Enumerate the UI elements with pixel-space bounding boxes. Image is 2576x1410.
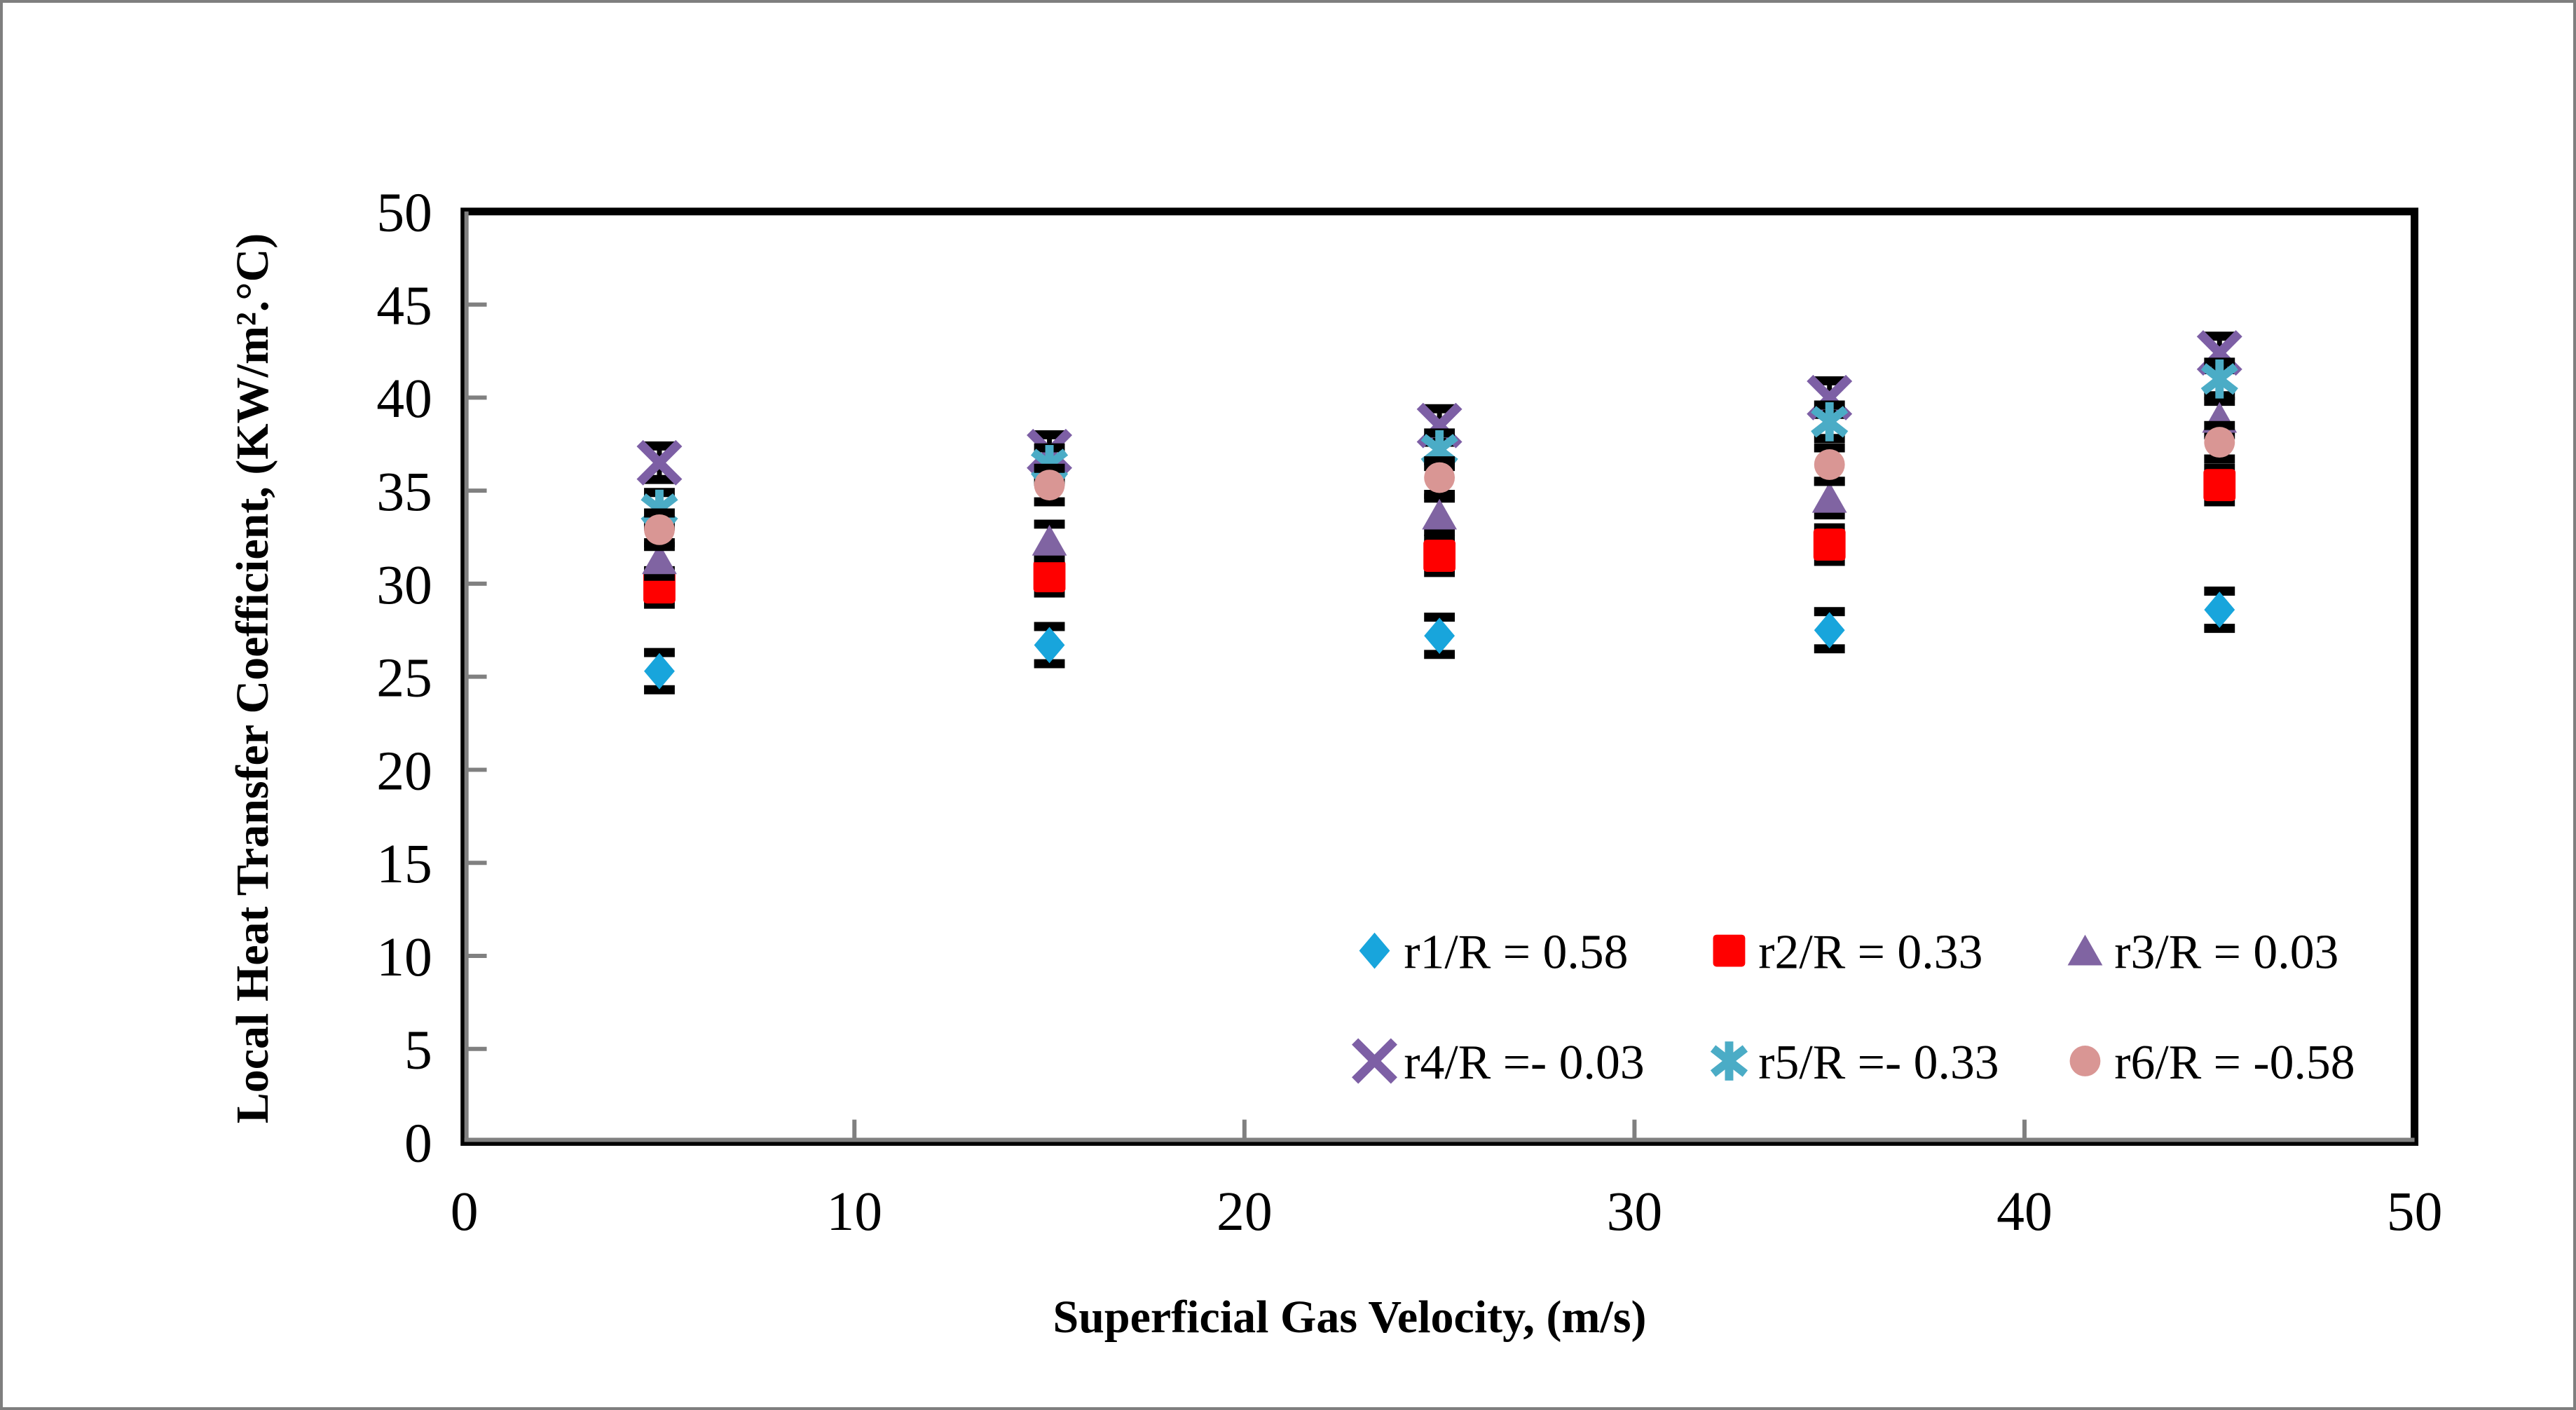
- asterisk-marker: [1710, 1045, 1748, 1077]
- legend-item: r3/R = 0.03: [2067, 926, 2338, 980]
- legend-item: r2/R = 0.33: [1713, 926, 1982, 980]
- diamond-marker: [1814, 612, 1845, 649]
- circle-marker: [2204, 427, 2235, 458]
- legend-label: r2/R = 0.33: [1758, 926, 1982, 980]
- legend-label: r3/R = 0.03: [2114, 926, 2338, 980]
- y-tick-label: 35: [376, 461, 432, 523]
- legend-item: r6/R = -0.58: [2069, 1036, 2355, 1090]
- series-5: [640, 357, 2238, 531]
- y-tick-label: 40: [376, 368, 432, 430]
- axis-ticks: [467, 302, 2027, 1139]
- diamond-marker: [2204, 591, 2235, 628]
- x-tick-label: 50: [2387, 1181, 2443, 1243]
- circle-marker: [1424, 462, 1455, 493]
- legend-label: r5/R =- 0.33: [1758, 1036, 1999, 1090]
- y-tick-label: 50: [376, 182, 432, 244]
- x-tick-label: 0: [451, 1181, 479, 1243]
- axis-tick-labels: 0 5 10 15 20 25 30 35 40 45 50 0 10 20 30 40 50: [376, 182, 2442, 1243]
- triangle-marker: [2067, 934, 2103, 966]
- triangle-marker: [642, 543, 677, 575]
- diamond-marker: [644, 652, 675, 690]
- triangle-marker: [1811, 481, 1847, 513]
- y-tick-label: 20: [376, 740, 432, 802]
- diamond-marker: [1424, 617, 1455, 655]
- x-tick-label: 10: [826, 1181, 882, 1243]
- y-tick-label: 45: [376, 275, 432, 336]
- plot-frame: [460, 207, 2419, 1146]
- legend-item: r5/R =- 0.33: [1710, 1036, 1999, 1090]
- asterisk-marker: [2200, 363, 2238, 395]
- legend: r1/R = 0.58 r2/R = 0.33 r3/R = 0.03 r4/R =-…: [1352, 926, 2355, 1090]
- series-1: [644, 587, 2235, 694]
- x-marker: [636, 439, 683, 486]
- asterisk-marker: [1811, 406, 1849, 438]
- square-marker: [1713, 934, 1746, 967]
- triangle-marker: [1032, 524, 1067, 556]
- circle-marker: [1034, 470, 1065, 501]
- x-tick-label: 40: [1996, 1181, 2053, 1243]
- legend-label: r1/R = 0.58: [1404, 926, 1628, 980]
- legend-item: r4/R =- 0.03: [1352, 1036, 1645, 1090]
- series-6: [644, 420, 2235, 552]
- y-tick-label: 0: [404, 1112, 432, 1174]
- y-tick-label: 5: [404, 1020, 432, 1081]
- x-tick-label: 20: [1217, 1181, 1273, 1243]
- legend-label: r6/R = -0.58: [2114, 1036, 2355, 1090]
- diamond-marker: [1359, 932, 1390, 969]
- x-marker: [1352, 1038, 1397, 1084]
- y-tick-label: 10: [376, 926, 432, 988]
- legend-label: r4/R =- 0.03: [1404, 1036, 1644, 1090]
- legend-item: r1/R = 0.58: [1359, 926, 1628, 980]
- square-marker: [1423, 540, 1456, 572]
- x-axis-title: Superficial Gas Velocity, (m/s): [1053, 1292, 1647, 1343]
- square-marker: [1813, 528, 1846, 561]
- y-tick-label: 25: [376, 648, 432, 709]
- y-tick-label: 30: [376, 554, 432, 616]
- circle-marker: [644, 514, 675, 545]
- circle-marker: [2069, 1046, 2101, 1076]
- triangle-marker: [1422, 498, 1458, 530]
- diamond-marker: [1034, 627, 1065, 664]
- x-tick-label: 30: [1607, 1181, 1663, 1243]
- square-marker: [1033, 560, 1066, 593]
- y-tick-label: 15: [376, 833, 432, 895]
- circle-marker: [1814, 449, 1845, 480]
- chart-canvas: 0 5 10 15 20 25 30 35 40 45 50 0 10 20 30 40 50 r1/R = 0.…: [376, 182, 2442, 1243]
- square-marker: [2203, 469, 2236, 502]
- y-axis-title: Local Heat Transfer Coefficient, (KW/m².…: [227, 233, 278, 1124]
